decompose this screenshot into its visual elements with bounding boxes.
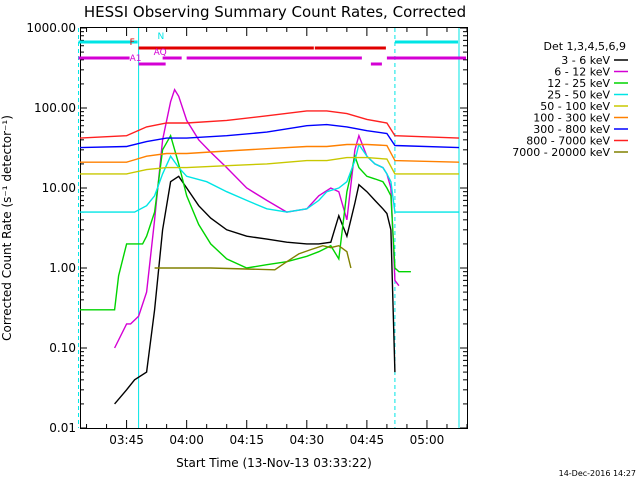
flag-label: F <box>130 38 135 48</box>
flag-label: N <box>158 32 165 42</box>
x-axis-label: Start Time (13-Nov-13 03:33:22) <box>176 456 372 470</box>
y-axis-label: Corrected Count Rate (s⁻¹ detector⁻¹) <box>0 115 14 341</box>
series-line <box>154 244 352 271</box>
plot-frame <box>80 27 468 429</box>
x-tick-label: 04:30 <box>290 433 325 447</box>
x-tick-label: 04:00 <box>169 433 204 447</box>
legend-label: 7000 - 20000 keV <box>512 146 610 159</box>
legend-title: Det 1,3,4,5,6,9 <box>543 40 626 53</box>
series-line <box>114 175 396 405</box>
y-tick-label: 100.00 <box>34 101 76 115</box>
x-axis: 03:45 04:00 04:15 04:30 04:45 05:00 <box>86 28 468 447</box>
chart-title: HESSI Observing Summary Count Rates, Cor… <box>84 3 466 21</box>
legend-label: 3 - 6 keV <box>561 54 610 67</box>
legend-label: 6 - 12 keV <box>554 66 610 79</box>
y-tick-label: 0.10 <box>49 341 76 355</box>
flag-bars: N F AQ A1 <box>78 32 466 66</box>
flag-label: A1 <box>130 54 142 64</box>
y-tick-label: 0.01 <box>49 421 76 435</box>
y-tick-label: 1000.00 <box>26 21 76 35</box>
legend-label: 12 - 25 keV <box>547 77 610 90</box>
series-line <box>79 123 460 149</box>
chart-title-group: HESSI Observing Summary Count Rates, Cor… <box>84 3 466 21</box>
flag-label: AQ <box>154 48 167 58</box>
legend-label: 100 - 300 keV <box>533 112 610 125</box>
series-line <box>80 156 459 175</box>
y-tick-label: 1.00 <box>49 261 76 275</box>
series-line <box>79 110 460 139</box>
y-axis: 0.01 0.10 1.00 10.00 100.00 1000.00 <box>26 21 467 435</box>
series-line <box>80 143 460 163</box>
x-tick-label: 04:45 <box>350 433 385 447</box>
series-lines <box>79 87 460 405</box>
x-tick-label: 05:00 <box>410 433 445 447</box>
legend-label: 800 - 7000 keV <box>526 135 610 148</box>
series-line <box>80 133 411 311</box>
x-tick-label: 03:45 <box>109 433 144 447</box>
y-tick-label: 10.00 <box>42 181 76 195</box>
legend-label: 25 - 50 keV <box>547 89 610 102</box>
legend-label: 50 - 100 keV <box>540 100 610 113</box>
timestamp: 14-Dec-2016 14:27 <box>559 469 636 478</box>
legend-label: 300 - 800 keV <box>533 123 610 136</box>
x-tick-label: 04:15 <box>229 433 264 447</box>
attenuator-markers <box>78 28 460 428</box>
series-line <box>80 142 459 213</box>
